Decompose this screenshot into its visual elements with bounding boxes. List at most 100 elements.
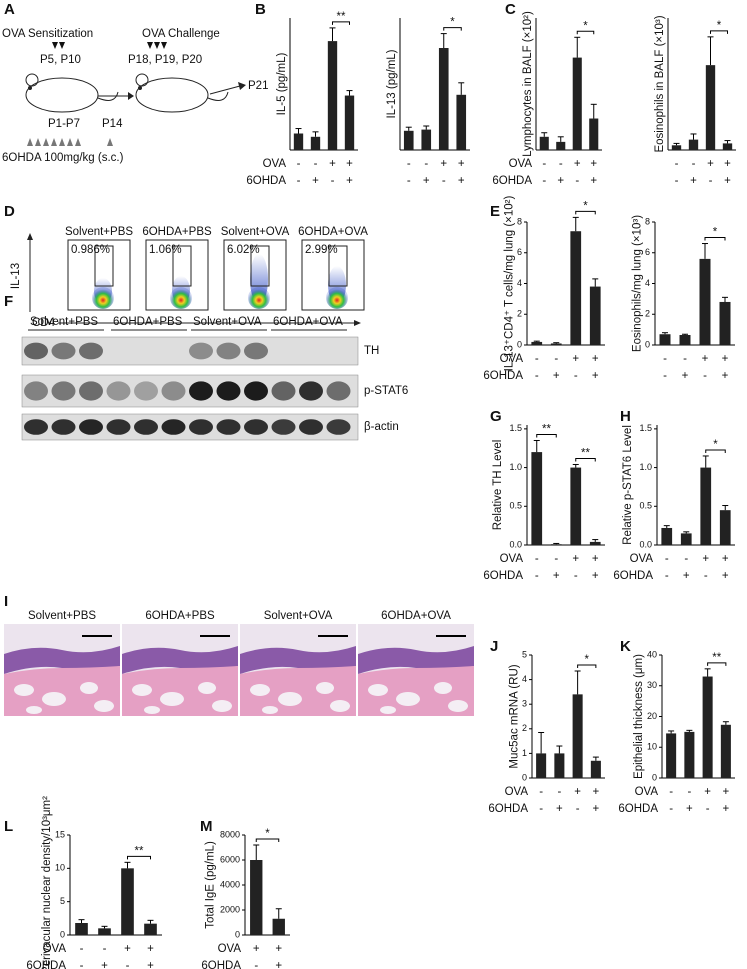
- histology-image: [3, 623, 121, 717]
- gate-percent: 1.06%: [149, 244, 182, 256]
- condition-sign: -: [542, 175, 546, 187]
- condition-sign: -: [554, 353, 558, 365]
- condition-sign: +: [590, 158, 597, 170]
- bar: [572, 57, 582, 150]
- arrowhead: [59, 42, 65, 49]
- blot-band: [271, 381, 296, 401]
- triangle-marker: [75, 138, 81, 146]
- bar: [539, 136, 549, 150]
- panel-letter: M: [200, 818, 213, 835]
- panel-letter: D: [4, 203, 15, 220]
- bar: [722, 143, 733, 150]
- blot-band: [216, 419, 241, 435]
- treatment-day: P14: [102, 118, 123, 130]
- arrow: [209, 85, 241, 95]
- y-tick-label: 1.0: [509, 462, 522, 472]
- x-axis-label: CD4: [32, 317, 56, 329]
- bar: [589, 541, 601, 545]
- condition-sign: -: [554, 553, 558, 565]
- condition-sign: -: [539, 803, 543, 815]
- significance-label: *: [585, 654, 590, 666]
- y-axis-label: Eosinophils/mg lung (×10³): [631, 215, 643, 352]
- gate: [328, 245, 348, 287]
- bar: [556, 141, 566, 150]
- arrowhead: [27, 233, 33, 240]
- histology-image: [239, 623, 357, 717]
- y-axis-label: Total IgE (pg/mL): [205, 841, 217, 929]
- condition-label: 6OHDA: [26, 960, 66, 969]
- histology-images: Solvent+PBS 6OHDA+PBS Solvent+OVA 6OHDA+OVA: [3, 610, 475, 717]
- significance-bracket: [576, 30, 595, 35]
- blot-band: [51, 419, 76, 435]
- condition-sign: -: [424, 158, 428, 170]
- condition-sign: -: [535, 553, 539, 565]
- condition-sign: +: [724, 158, 731, 170]
- condition-sign: -: [706, 803, 710, 815]
- bar: [679, 335, 691, 345]
- y-axis-label: IL-13 (pg/mL): [386, 49, 398, 118]
- panel-letter: E: [490, 203, 500, 220]
- condition-sign: +: [458, 158, 465, 170]
- western-blot: Solvent+PBS 6OHDA+PBS Solvent+OVA 6OHDA+OVA…: [21, 316, 408, 441]
- y-tick-label: 5: [60, 896, 65, 906]
- blot-band: [51, 342, 76, 360]
- bar: [536, 753, 547, 778]
- condition-sign: -: [331, 175, 335, 187]
- row-label: β-actin: [364, 421, 399, 433]
- bar: [310, 136, 321, 150]
- bar: [250, 860, 263, 935]
- condition-sign: +: [556, 803, 563, 815]
- bar: [272, 918, 285, 935]
- blot-band: [51, 381, 76, 401]
- significance-bracket: [575, 210, 596, 215]
- histology-image: [121, 623, 239, 717]
- condition-sign: -: [539, 786, 543, 798]
- triangle-marker: [67, 138, 73, 146]
- y-tick-label: 4: [522, 674, 527, 684]
- event-cloud: [326, 287, 348, 309]
- bar: [719, 301, 731, 345]
- condition-sign: -: [683, 353, 687, 365]
- group-label: Solvent+PBS: [30, 316, 98, 328]
- condition-sign: -: [663, 370, 667, 382]
- significance-label: *: [450, 17, 455, 29]
- blot-band: [189, 419, 213, 435]
- triangle-marker: [35, 138, 41, 146]
- treatment-label: 6OHDA 100mg/kg (s.c.): [2, 152, 124, 164]
- gate-percent: 2.99%: [305, 244, 338, 256]
- condition-sign: -: [254, 960, 258, 969]
- condition-sign: +: [557, 175, 564, 187]
- bar: [661, 527, 673, 545]
- panel-f: F Solvent+PBS 6OHDA+PBS Solvent+OVA 6OHDA+O…: [4, 293, 408, 441]
- condition-sign: -: [442, 175, 446, 187]
- y-tick-label: 2: [645, 309, 650, 319]
- y-tick-label: 0: [60, 929, 65, 939]
- condition-sign: +: [572, 553, 579, 565]
- blot-band: [24, 342, 48, 360]
- condition-sign: +: [686, 803, 693, 815]
- condition-sign: -: [703, 370, 707, 382]
- y-tick-label: 10: [647, 742, 657, 752]
- y-axis-label: Relative p-STAT6 Level: [622, 425, 634, 545]
- arrowhead: [147, 42, 153, 49]
- bar: [531, 341, 543, 345]
- condition-sign: -: [535, 370, 539, 382]
- condition-sign: +: [553, 570, 560, 582]
- condition-sign: +: [147, 943, 154, 955]
- condition-sign: -: [669, 803, 673, 815]
- bar: [327, 41, 338, 150]
- gate-percent: 0.986%: [71, 244, 110, 256]
- bar: [684, 731, 695, 778]
- y-tick-label: 8: [645, 216, 650, 226]
- blot-band: [216, 342, 241, 360]
- flow-plots: Solvent+PBS 0.986% 6OHDA+PBS 1.06% Solvent+O…: [65, 226, 368, 311]
- condition-sign: +: [423, 175, 430, 187]
- bar: [456, 94, 467, 150]
- y-tick-label: 40: [647, 649, 657, 659]
- bar: [403, 130, 414, 150]
- y-tick-label: 6: [517, 247, 522, 257]
- significance-bracket: [255, 838, 280, 842]
- bar: [705, 65, 716, 150]
- panel-a: A OVA Sensitization P5, P10 OVA Challeng…: [2, 1, 268, 164]
- triangle-marker: [43, 138, 49, 146]
